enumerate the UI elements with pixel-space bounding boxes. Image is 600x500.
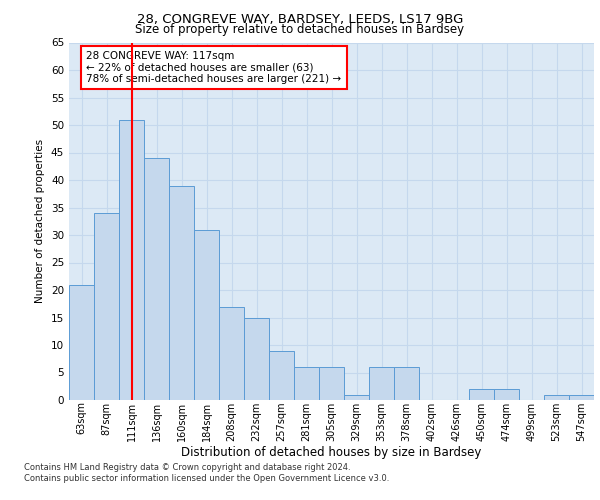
Bar [569,394,594,400]
Bar [94,213,119,400]
Text: 28 CONGREVE WAY: 117sqm
← 22% of detached houses are smaller (63)
78% of semi-de: 28 CONGREVE WAY: 117sqm ← 22% of detache… [86,51,341,84]
Bar [169,186,194,400]
Bar [544,394,569,400]
Bar [69,284,94,400]
Bar [144,158,169,400]
Bar [219,306,244,400]
Bar [244,318,269,400]
Text: Contains public sector information licensed under the Open Government Licence v3: Contains public sector information licen… [24,474,389,483]
Bar [344,394,369,400]
Bar [319,367,344,400]
Text: 28, CONGREVE WAY, BARDSEY, LEEDS, LS17 9BG: 28, CONGREVE WAY, BARDSEY, LEEDS, LS17 9… [137,12,463,26]
Bar [294,367,319,400]
Bar [494,389,519,400]
Bar [469,389,494,400]
Text: Size of property relative to detached houses in Bardsey: Size of property relative to detached ho… [136,22,464,36]
Text: Contains HM Land Registry data © Crown copyright and database right 2024.: Contains HM Land Registry data © Crown c… [24,462,350,471]
Bar [194,230,219,400]
X-axis label: Distribution of detached houses by size in Bardsey: Distribution of detached houses by size … [181,446,482,460]
Bar [119,120,144,400]
Bar [269,350,294,400]
Y-axis label: Number of detached properties: Number of detached properties [35,139,46,304]
Bar [369,367,394,400]
Bar [394,367,419,400]
